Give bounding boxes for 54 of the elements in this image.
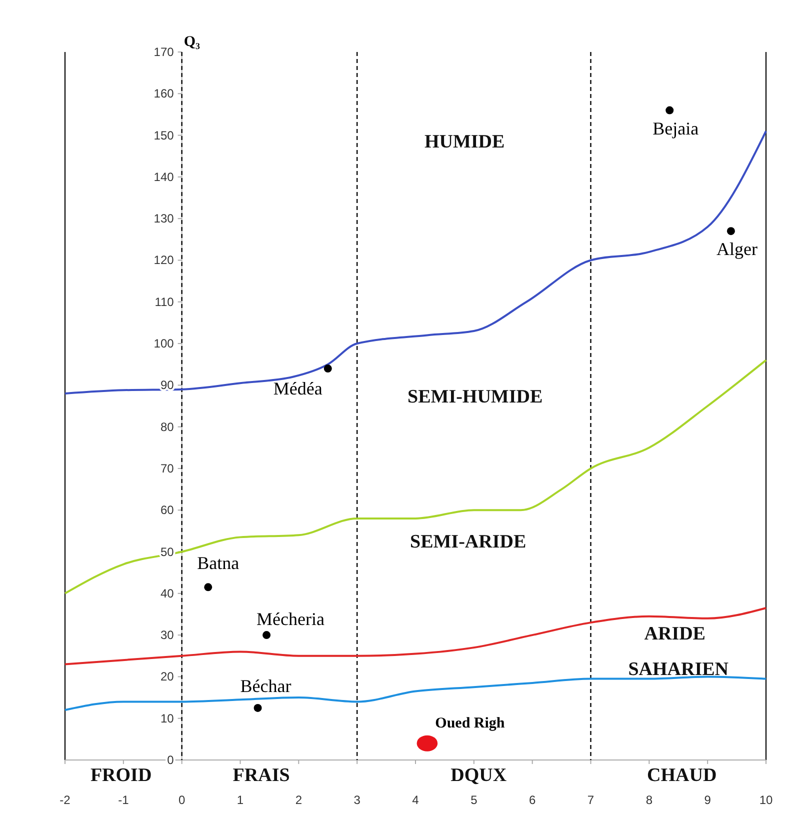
series-label: Béchar xyxy=(240,676,292,696)
x-tick-label: 1 xyxy=(236,793,244,807)
x-tick-label: 9 xyxy=(704,793,712,807)
point xyxy=(324,364,332,373)
x-tick-label: -1 xyxy=(118,793,130,807)
y-tick-label: 90 xyxy=(160,378,174,392)
x-tick-label: 10 xyxy=(759,793,773,807)
y-tick-label: 140 xyxy=(154,170,174,184)
y-tick-label: 10 xyxy=(160,711,174,726)
text: FRAIS xyxy=(232,765,290,786)
point xyxy=(726,227,735,236)
series-label: Oued Righ xyxy=(435,715,506,732)
x-tick-label: -2 xyxy=(60,793,71,807)
y-tick-label: 130 xyxy=(154,212,174,226)
point xyxy=(254,704,262,712)
y-tick-label: 80 xyxy=(160,420,174,434)
series-label: Bejaia xyxy=(652,118,699,138)
annotation: HUMIDE xyxy=(424,132,505,153)
x-tick-label: 7 xyxy=(587,793,594,807)
point xyxy=(666,106,674,114)
y-tick-label: 160 xyxy=(154,86,174,101)
y-tick-label: 70 xyxy=(160,461,174,476)
series-label: Batna xyxy=(197,553,240,574)
y-tick-label: 30 xyxy=(160,628,174,642)
point xyxy=(416,735,438,752)
y-tick-label: 40 xyxy=(160,586,174,600)
y-tick-label: 20 xyxy=(160,670,174,684)
text: DQUX xyxy=(450,765,507,786)
x-tick-label: 5 xyxy=(470,793,478,807)
text: FROID xyxy=(90,765,152,786)
y-tick-label: 100 xyxy=(154,336,174,351)
x-tick-label: 0 xyxy=(178,793,186,807)
y-tick-label: 150 xyxy=(154,128,174,142)
x-tick-label: 4 xyxy=(412,793,420,807)
point xyxy=(262,631,271,640)
y-tick-label: 110 xyxy=(154,294,174,309)
point xyxy=(204,583,212,592)
y-tick-label: 0 xyxy=(167,753,174,767)
annotation: SEMI-ARIDE xyxy=(410,532,526,553)
x-tick-label: 6 xyxy=(528,793,536,807)
annotation: SEMI-HUMIDE xyxy=(408,386,543,408)
x-tick-label: 2 xyxy=(295,793,302,807)
annotation: ARIDE xyxy=(644,624,706,645)
x-tick-label: 8 xyxy=(646,793,653,807)
y-axis-title: Q₃ xyxy=(184,34,200,50)
x-tick-label: 3 xyxy=(354,793,361,807)
y-tick-label: 60 xyxy=(160,503,174,518)
y-tick-label: 120 xyxy=(154,253,174,268)
series-label: Médéa xyxy=(273,378,322,399)
annotation: SAHARIEN xyxy=(628,659,729,680)
y-tick-label: 170 xyxy=(154,45,174,59)
series-label: Alger xyxy=(716,239,758,260)
text: CHAUD xyxy=(647,765,717,786)
series-label: Mécheria xyxy=(256,609,325,630)
